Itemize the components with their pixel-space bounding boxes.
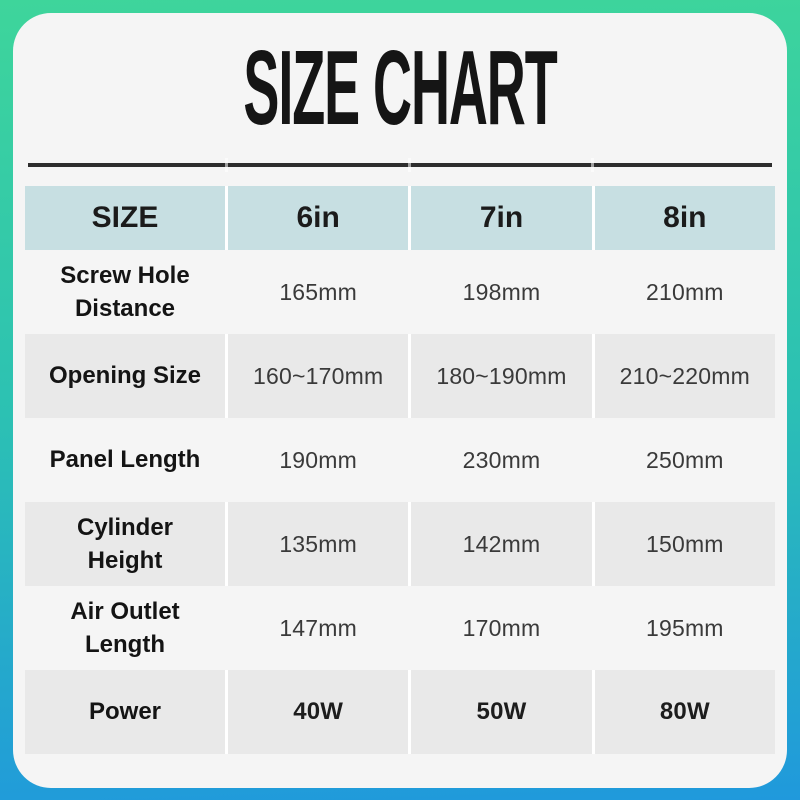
divider-rule	[28, 158, 772, 172]
cell-value: 250mm	[594, 418, 775, 502]
cell-value: 40W	[228, 670, 409, 754]
rule-tick	[591, 158, 594, 172]
size-table: SIZE 6in 7in 8in Screw Hole Distance 165…	[25, 186, 775, 754]
cell-value: 210mm	[594, 250, 775, 334]
row-label: Power	[25, 670, 225, 754]
cell-value: 170mm	[411, 586, 592, 670]
cell-value: 135mm	[228, 502, 409, 586]
cell-value: 165mm	[228, 250, 409, 334]
cell-value: 195mm	[594, 586, 775, 670]
row-label: Panel Length	[25, 418, 225, 502]
cell-value: 142mm	[411, 502, 592, 586]
cell-value: 190mm	[228, 418, 409, 502]
title-area: SIZE CHART	[13, 13, 787, 163]
cell-value: 160~170mm	[228, 334, 409, 418]
table-row-screw-hole-distance: Screw Hole Distance 165mm 198mm 210mm	[25, 250, 775, 334]
cell-value: 180~190mm	[411, 334, 592, 418]
cell-value: 210~220mm	[594, 334, 775, 418]
header-cell-6in: 6in	[228, 186, 409, 250]
table-header-row: SIZE 6in 7in 8in	[25, 186, 775, 250]
table-row-power: Power 40W 50W 80W	[25, 670, 775, 754]
row-label: Air Outlet Length	[25, 586, 225, 670]
rule-tick	[225, 158, 228, 172]
page-title: SIZE CHART	[243, 28, 557, 148]
table-row-air-outlet-length: Air Outlet Length 147mm 170mm 195mm	[25, 586, 775, 670]
cell-value: 150mm	[594, 502, 775, 586]
row-label: Opening Size	[25, 334, 225, 418]
row-label: Cylinder Height	[25, 502, 225, 586]
chart-card: SIZE CHART SIZE 6in 7in 8in Screw Hole D…	[13, 13, 787, 788]
header-cell-7in: 7in	[411, 186, 592, 250]
cell-value: 198mm	[411, 250, 592, 334]
cell-value: 50W	[411, 670, 592, 754]
row-label: Screw Hole Distance	[25, 250, 225, 334]
table-row-panel-length: Panel Length 190mm 230mm 250mm	[25, 418, 775, 502]
table-row-opening-size: Opening Size 160~170mm 180~190mm 210~220…	[25, 334, 775, 418]
cell-value: 230mm	[411, 418, 592, 502]
header-cell-8in: 8in	[594, 186, 775, 250]
rule-tick	[408, 158, 411, 172]
table-row-cylinder-height: Cylinder Height 135mm 142mm 150mm	[25, 502, 775, 586]
header-cell-size: SIZE	[25, 186, 225, 250]
cell-value: 80W	[594, 670, 775, 754]
cell-value: 147mm	[228, 586, 409, 670]
